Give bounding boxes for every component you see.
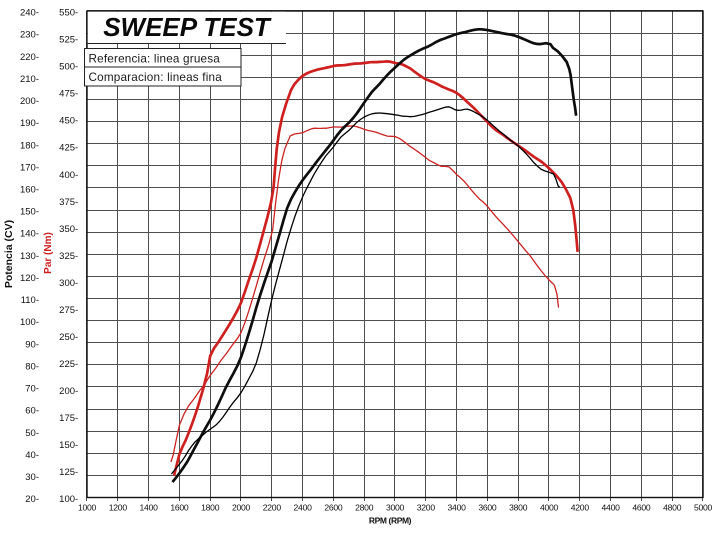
svg-text:210-: 210- — [20, 74, 39, 85]
svg-text:1200: 1200 — [109, 503, 128, 513]
svg-text:110-: 110- — [21, 295, 39, 306]
svg-text:50-: 50- — [25, 428, 39, 439]
svg-text:100-: 100- — [20, 317, 39, 328]
svg-text:230-: 230- — [20, 30, 39, 41]
svg-text:300-: 300- — [59, 278, 78, 289]
svg-text:1600: 1600 — [170, 503, 189, 513]
svg-text:225-: 225- — [59, 359, 78, 370]
svg-text:450-: 450- — [59, 116, 78, 127]
svg-text:325-: 325- — [59, 251, 78, 262]
svg-text:30-: 30- — [25, 472, 39, 483]
svg-text:3600: 3600 — [478, 503, 497, 513]
svg-text:1400: 1400 — [140, 503, 159, 513]
svg-text:160-: 160- — [20, 185, 39, 196]
svg-text:150-: 150- — [20, 207, 39, 218]
svg-text:2400: 2400 — [294, 503, 313, 513]
svg-text:60-: 60- — [25, 406, 39, 417]
svg-text:4400: 4400 — [602, 503, 621, 513]
svg-text:375-: 375- — [59, 197, 78, 208]
svg-text:100-: 100- — [59, 494, 78, 505]
svg-text:3000: 3000 — [386, 503, 405, 513]
svg-text:170-: 170- — [20, 162, 39, 173]
svg-text:Potencia (CV): Potencia (CV) — [3, 220, 15, 288]
svg-text:4600: 4600 — [632, 503, 651, 513]
svg-text:70-: 70- — [25, 384, 39, 395]
svg-text:175-: 175- — [59, 413, 78, 424]
svg-text:SWEEP TEST: SWEEP TEST — [103, 12, 272, 42]
svg-text:RPM (RPM): RPM (RPM) — [369, 516, 412, 526]
svg-text:275-: 275- — [59, 305, 78, 316]
svg-text:200-: 200- — [20, 96, 39, 107]
svg-text:475-: 475- — [59, 89, 78, 100]
svg-text:425-: 425- — [59, 143, 78, 154]
svg-text:Comparacion: lineas fina: Comparacion: lineas fina — [89, 71, 223, 84]
svg-text:150-: 150- — [59, 440, 78, 451]
svg-text:500-: 500- — [59, 62, 78, 73]
svg-text:4000: 4000 — [540, 503, 559, 513]
svg-text:4800: 4800 — [663, 503, 682, 513]
svg-text:525-: 525- — [59, 35, 78, 46]
svg-text:1800: 1800 — [201, 503, 220, 513]
svg-text:3400: 3400 — [448, 503, 467, 513]
svg-text:Referencia: linea gruesa: Referencia: linea gruesa — [89, 52, 221, 65]
svg-text:400-: 400- — [59, 170, 78, 181]
svg-text:140-: 140- — [20, 229, 39, 240]
svg-text:Par (Nm): Par (Nm) — [43, 232, 54, 274]
svg-text:550-: 550- — [59, 8, 78, 19]
svg-text:200-: 200- — [59, 386, 78, 397]
svg-text:4200: 4200 — [571, 503, 590, 513]
svg-text:250-: 250- — [59, 332, 78, 343]
svg-text:350-: 350- — [59, 224, 78, 235]
svg-text:130-: 130- — [20, 251, 39, 262]
svg-text:3800: 3800 — [509, 503, 528, 513]
svg-text:125-: 125- — [59, 467, 78, 478]
svg-text:3200: 3200 — [417, 503, 436, 513]
svg-text:190-: 190- — [20, 118, 39, 129]
svg-text:180-: 180- — [20, 140, 39, 151]
svg-text:240-: 240- — [20, 8, 39, 19]
svg-text:2600: 2600 — [324, 503, 343, 513]
svg-text:20-: 20- — [25, 494, 39, 505]
svg-text:2800: 2800 — [355, 503, 374, 513]
svg-text:2000: 2000 — [232, 503, 251, 513]
svg-text:80-: 80- — [25, 361, 39, 372]
svg-text:120-: 120- — [20, 273, 39, 284]
svg-text:5000: 5000 — [694, 503, 713, 513]
svg-text:220-: 220- — [20, 52, 39, 63]
svg-text:40-: 40- — [25, 450, 39, 461]
svg-text:1000: 1000 — [78, 503, 97, 513]
svg-text:2200: 2200 — [263, 503, 282, 513]
svg-text:90-: 90- — [25, 339, 39, 350]
